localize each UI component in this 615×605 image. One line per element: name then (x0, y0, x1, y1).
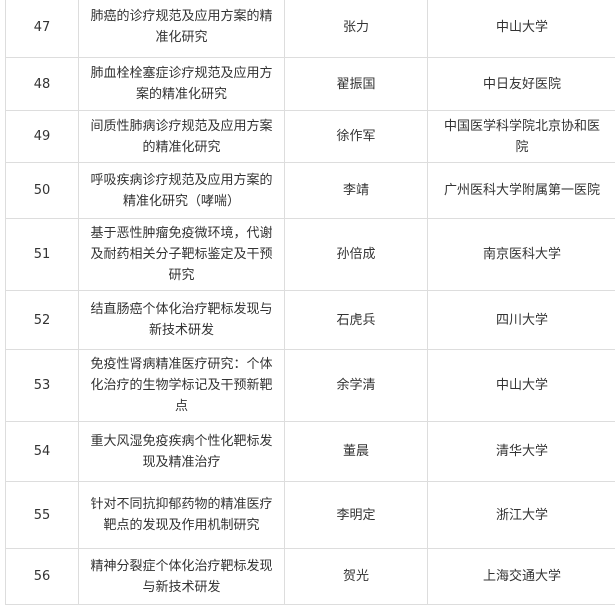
row-number: 50 (6, 163, 79, 219)
project-title: 间质性肺病诊疗规范及应用方案的精准化研究 (79, 111, 285, 163)
row-number: 51 (6, 219, 79, 291)
row-number: 53 (6, 350, 79, 422)
institution: 中日友好医院 (428, 58, 615, 111)
row-number: 49 (6, 111, 79, 163)
principal-investigator: 翟振国 (285, 58, 428, 111)
institution: 四川大学 (428, 291, 615, 350)
institution: 中山大学 (428, 0, 615, 58)
project-title: 免疫性肾病精准医疗研究：个体化治疗的生物学标记及干预新靶点 (79, 350, 285, 422)
row-number: 47 (6, 0, 79, 58)
principal-investigator: 张力 (285, 0, 428, 58)
row-number: 56 (6, 549, 79, 605)
principal-investigator: 李明定 (285, 482, 428, 549)
project-title: 肺血栓栓塞症诊疗规范及应用方案的精准化研究 (79, 58, 285, 111)
project-title: 肺癌的诊疗规范及应用方案的精准化研究 (79, 0, 285, 58)
principal-investigator: 石虎兵 (285, 291, 428, 350)
row-number: 52 (6, 291, 79, 350)
project-title: 精神分裂症个体化治疗靶标发现与新技术研发 (79, 549, 285, 605)
project-title: 结直肠癌个体化治疗靶标发现与新技术研发 (79, 291, 285, 350)
project-title: 重大风湿免疫疾病个性化靶标发现及精准治疗 (79, 422, 285, 482)
principal-investigator: 徐作军 (285, 111, 428, 163)
institution: 浙江大学 (428, 482, 615, 549)
row-number: 54 (6, 422, 79, 482)
row-number: 55 (6, 482, 79, 549)
principal-investigator: 贺光 (285, 549, 428, 605)
project-title: 基于恶性肿瘤免疫微环境，代谢及耐药相关分子靶标鉴定及干预研究 (79, 219, 285, 291)
principal-investigator: 孙倍成 (285, 219, 428, 291)
institution: 清华大学 (428, 422, 615, 482)
principal-investigator: 余学清 (285, 350, 428, 422)
project-title: 针对不同抗抑郁药物的精准医疗靶点的发现及作用机制研究 (79, 482, 285, 549)
principal-investigator: 李靖 (285, 163, 428, 219)
institution: 中山大学 (428, 350, 615, 422)
row-number: 48 (6, 58, 79, 111)
institution: 广州医科大学附属第一医院 (428, 163, 615, 219)
institution: 上海交通大学 (428, 549, 615, 605)
principal-investigator: 董晨 (285, 422, 428, 482)
institution: 南京医科大学 (428, 219, 615, 291)
institution: 中国医学科学院北京协和医院 (428, 111, 615, 163)
project-title: 呼吸疾病诊疗规范及应用方案的精准化研究（哮喘） (79, 163, 285, 219)
